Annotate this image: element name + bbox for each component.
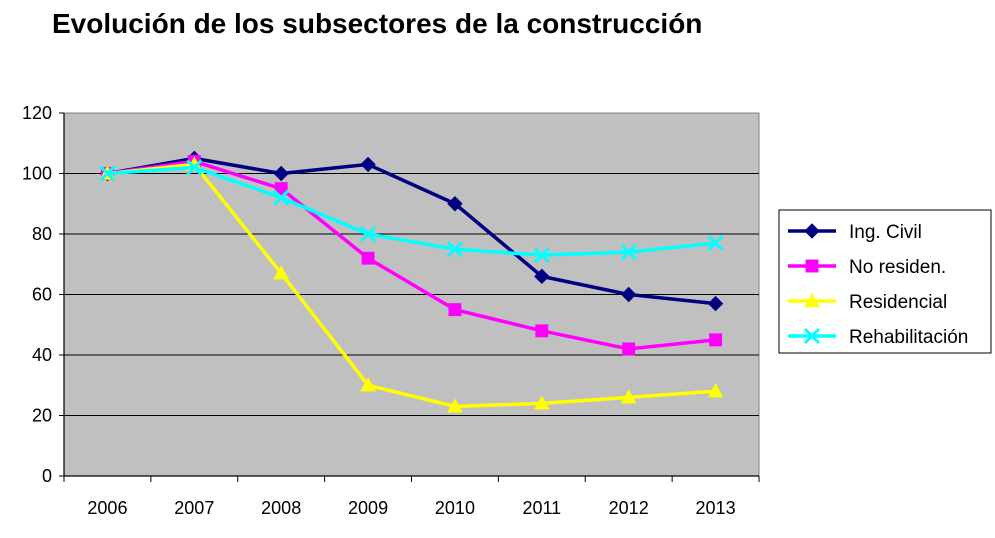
data-point [447,196,463,212]
series-line [107,162,716,409]
data-point [533,395,550,410]
x-tick-label: 2011 [522,498,561,518]
y-tick-label: 0 [42,466,52,486]
data-point [360,156,376,173]
data-point [707,235,724,252]
legend-item: Residencial [788,292,947,313]
series-group [99,150,724,413]
legend-item: Ing. Civil [788,222,922,243]
x-axis-tick-labels: 2006 2007 2008 2009 2010 2011 2012 2013 [87,498,735,518]
y-tick-label: 60 [32,285,52,305]
x-tick-label: 2013 [696,498,736,518]
data-point [709,333,723,347]
y-tick-label: 120 [22,103,52,123]
x-tick-label: 2006 [87,498,127,518]
x-tick-label: 2007 [174,498,214,518]
legend-marker [804,223,820,239]
legend: Ing. Civil No residen. Residencial Rehabili… [778,209,992,354]
series-line [107,159,716,351]
legend-label: No residen. [849,257,946,278]
data-point [274,182,288,196]
data-point [361,251,375,265]
data-point [446,241,463,258]
y-tick-label: 80 [32,224,52,244]
y-tick-label: 20 [32,406,52,426]
data-point [534,268,550,285]
x-tick-label: 2008 [261,498,301,518]
series-0 [99,150,724,312]
legend-marker [805,259,819,273]
data-point [360,225,377,243]
data-point [99,165,116,182]
legend-label: Ing. Civil [849,222,922,243]
legend-label: Rehabilitación [849,327,968,348]
y-tick-label: 40 [32,345,52,365]
chart-title: Evolución de los subsectores de la const… [52,8,703,39]
data-point [620,286,637,303]
y-tick-label: 100 [22,164,52,184]
data-point [447,398,463,413]
data-point [535,324,549,338]
data-point [273,265,290,280]
series-line [107,165,716,257]
data-point [533,247,550,264]
data-point [620,389,637,404]
data-point [707,383,724,398]
legend-marker [803,327,821,345]
data-point [707,295,724,312]
legend-marker [804,292,820,308]
data-point [273,189,290,206]
data-point [622,342,636,356]
x-tick-label: 2009 [348,498,388,518]
data-point [273,165,289,182]
legend-item: No residen. [788,257,946,278]
data-point [360,377,376,392]
series-line [107,156,716,306]
data-point [186,159,203,176]
series-3 [99,159,724,264]
data-point [448,303,462,317]
data-point [620,244,637,261]
legend-item: Rehabilitación [788,327,968,348]
x-tick-label: 2010 [435,498,475,518]
x-tick-label: 2012 [609,498,649,518]
axes [59,112,760,482]
y-axis-tick-labels: 0 20 40 60 80 100 120 [22,103,52,486]
legend-label: Residencial [849,292,947,313]
